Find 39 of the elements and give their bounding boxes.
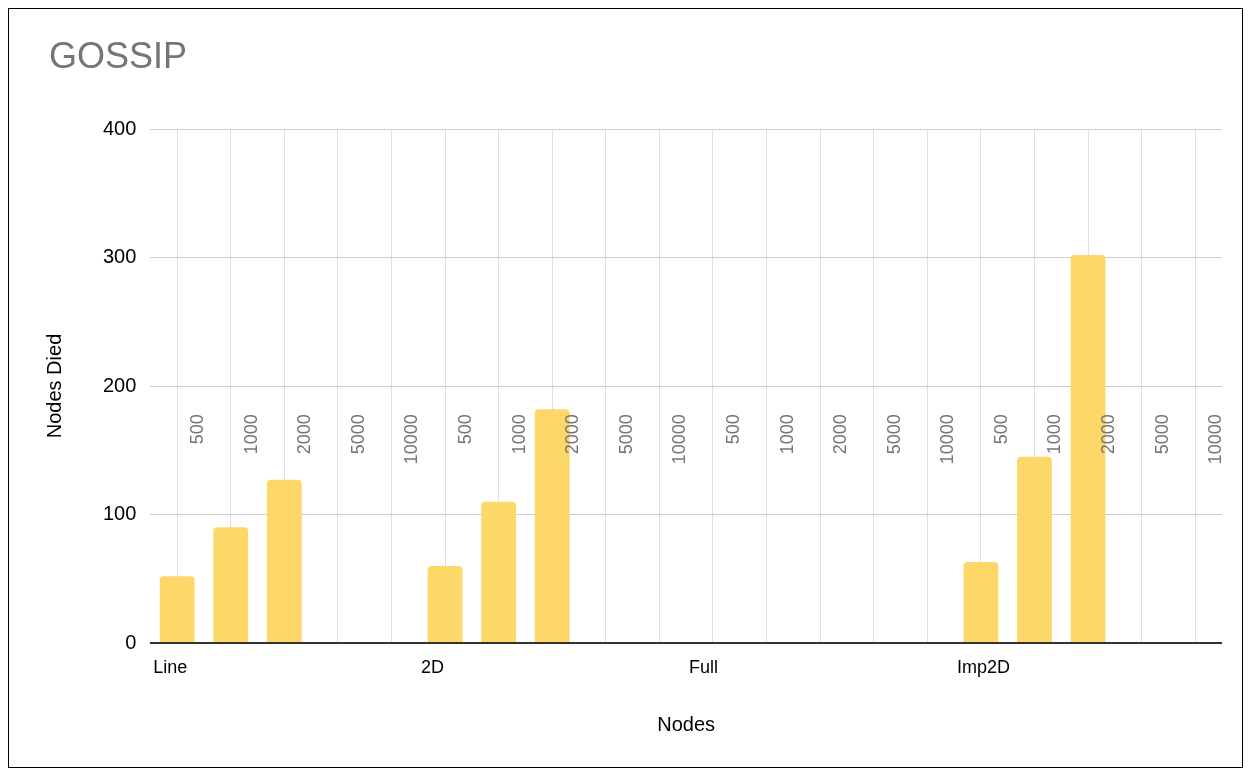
x-tick-label: 10000 (937, 414, 958, 465)
x-tick-label: 5000 (347, 414, 368, 455)
x-tick-label: 1000 (508, 414, 529, 455)
x-tick-label: 500 (187, 414, 208, 445)
y-tick-label: 0 (125, 630, 137, 653)
x-tick-label: 10000 (401, 414, 422, 465)
text: Imp2D (956, 656, 1010, 677)
x-tick-label: 2000 (562, 414, 583, 455)
y-tick-label: 100 (102, 502, 137, 525)
x-tick-label: 2000 (294, 414, 315, 455)
x-tick-label: 10000 (669, 414, 690, 465)
x-tick-label: 500 (455, 414, 476, 445)
x-tick-label: 5000 (615, 414, 636, 455)
y-tick-label: 300 (102, 245, 137, 268)
x-tick-label: 5000 (883, 414, 904, 455)
y-axis-title: Nodes Died (42, 333, 65, 439)
x-tick-label: 1000 (776, 414, 797, 455)
text: Line (153, 656, 188, 677)
text: 2D (421, 656, 445, 677)
bar (963, 562, 999, 642)
bar (213, 527, 249, 642)
y-tick-label: 200 (102, 373, 137, 396)
x-axis-title: Nodes (657, 712, 716, 735)
x-tick-label: 2000 (1098, 414, 1119, 455)
bar (427, 565, 463, 642)
text: Full (688, 656, 718, 677)
x-tick-label: 500 (722, 414, 743, 445)
bar (1017, 456, 1052, 642)
bar (481, 501, 517, 642)
x-tick-label: 2000 (830, 414, 851, 455)
x-tick-label: 1000 (1044, 414, 1065, 455)
x-tick-label: 1000 (240, 414, 261, 455)
bar (266, 479, 302, 642)
y-tick-label: 400 (102, 116, 137, 139)
x-tick-label: 500 (990, 414, 1011, 445)
x-tick-label: 10000 (1205, 414, 1226, 465)
bar (159, 576, 195, 642)
x-tick-label: 5000 (1151, 414, 1172, 455)
chart-title: GOSSIP (49, 35, 188, 77)
